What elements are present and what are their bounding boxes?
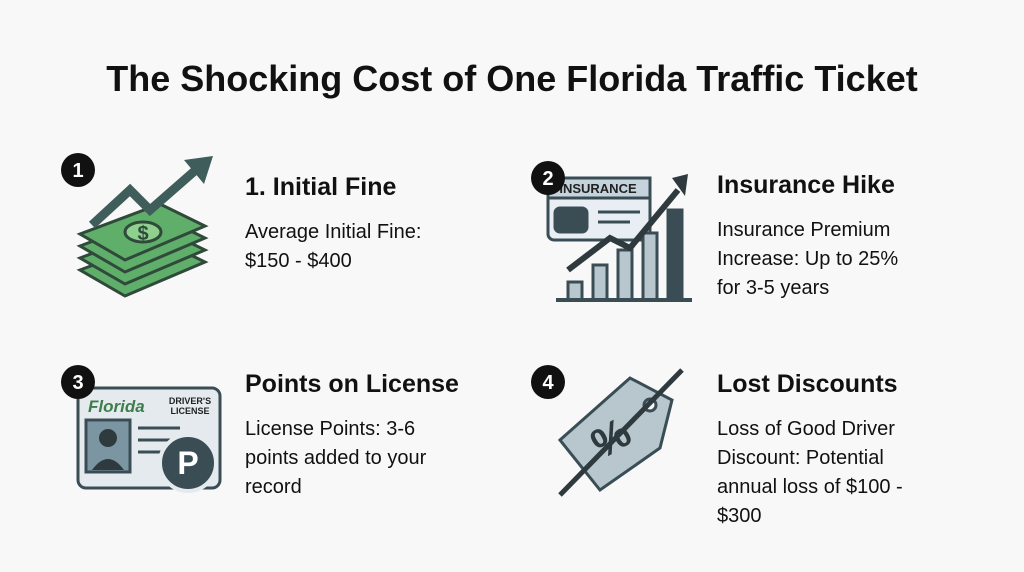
body-line: $300: [717, 505, 762, 527]
body-line: Insurance Premium: [717, 219, 891, 241]
body-line: points added to your: [245, 447, 427, 469]
heading: Points on License: [245, 370, 459, 398]
badge: [61, 153, 95, 187]
icon-text: LICENSE: [170, 406, 209, 416]
heading: Insurance Hike: [717, 171, 895, 199]
discount-icon: %: [557, 368, 684, 497]
insurance-icon: INSURANCE: [546, 174, 692, 302]
body-line: $150 - $400: [245, 250, 352, 272]
icon-text: $: [137, 223, 148, 245]
heading: 1. Initial Fine: [245, 173, 397, 201]
body-line: Loss of Good Driver: [717, 418, 895, 440]
badge-number: 4: [542, 372, 554, 394]
badge-number: 3: [72, 372, 83, 394]
icon-text: Florida: [88, 397, 145, 416]
badge-number: 1: [72, 160, 83, 182]
badge: [531, 161, 565, 195]
icon-text: DRIVER'S: [169, 396, 211, 406]
body-line: License Points: 3-6: [245, 418, 416, 440]
badge: [61, 365, 95, 399]
body-line: record: [245, 476, 302, 498]
badge-number: 2: [542, 168, 553, 190]
icon-text: INSURANCE: [559, 181, 637, 196]
money-icon: $: [76, 156, 213, 298]
title: The Shocking Cost of One Florida Traffic…: [106, 58, 918, 99]
body-line: Increase: Up to 25%: [717, 248, 899, 270]
heading: Lost Discounts: [717, 370, 898, 398]
body-line: annual loss of $100 -: [717, 476, 903, 498]
body-line: for 3-5 years: [717, 277, 830, 299]
icon-text: P: [177, 445, 198, 481]
body-line: Discount: Potential: [717, 447, 884, 469]
badge: [531, 365, 565, 399]
body-line: Average Initial Fine:: [245, 221, 422, 243]
license-icon: Florida DRIVER'S LICENSE P: [76, 386, 222, 493]
